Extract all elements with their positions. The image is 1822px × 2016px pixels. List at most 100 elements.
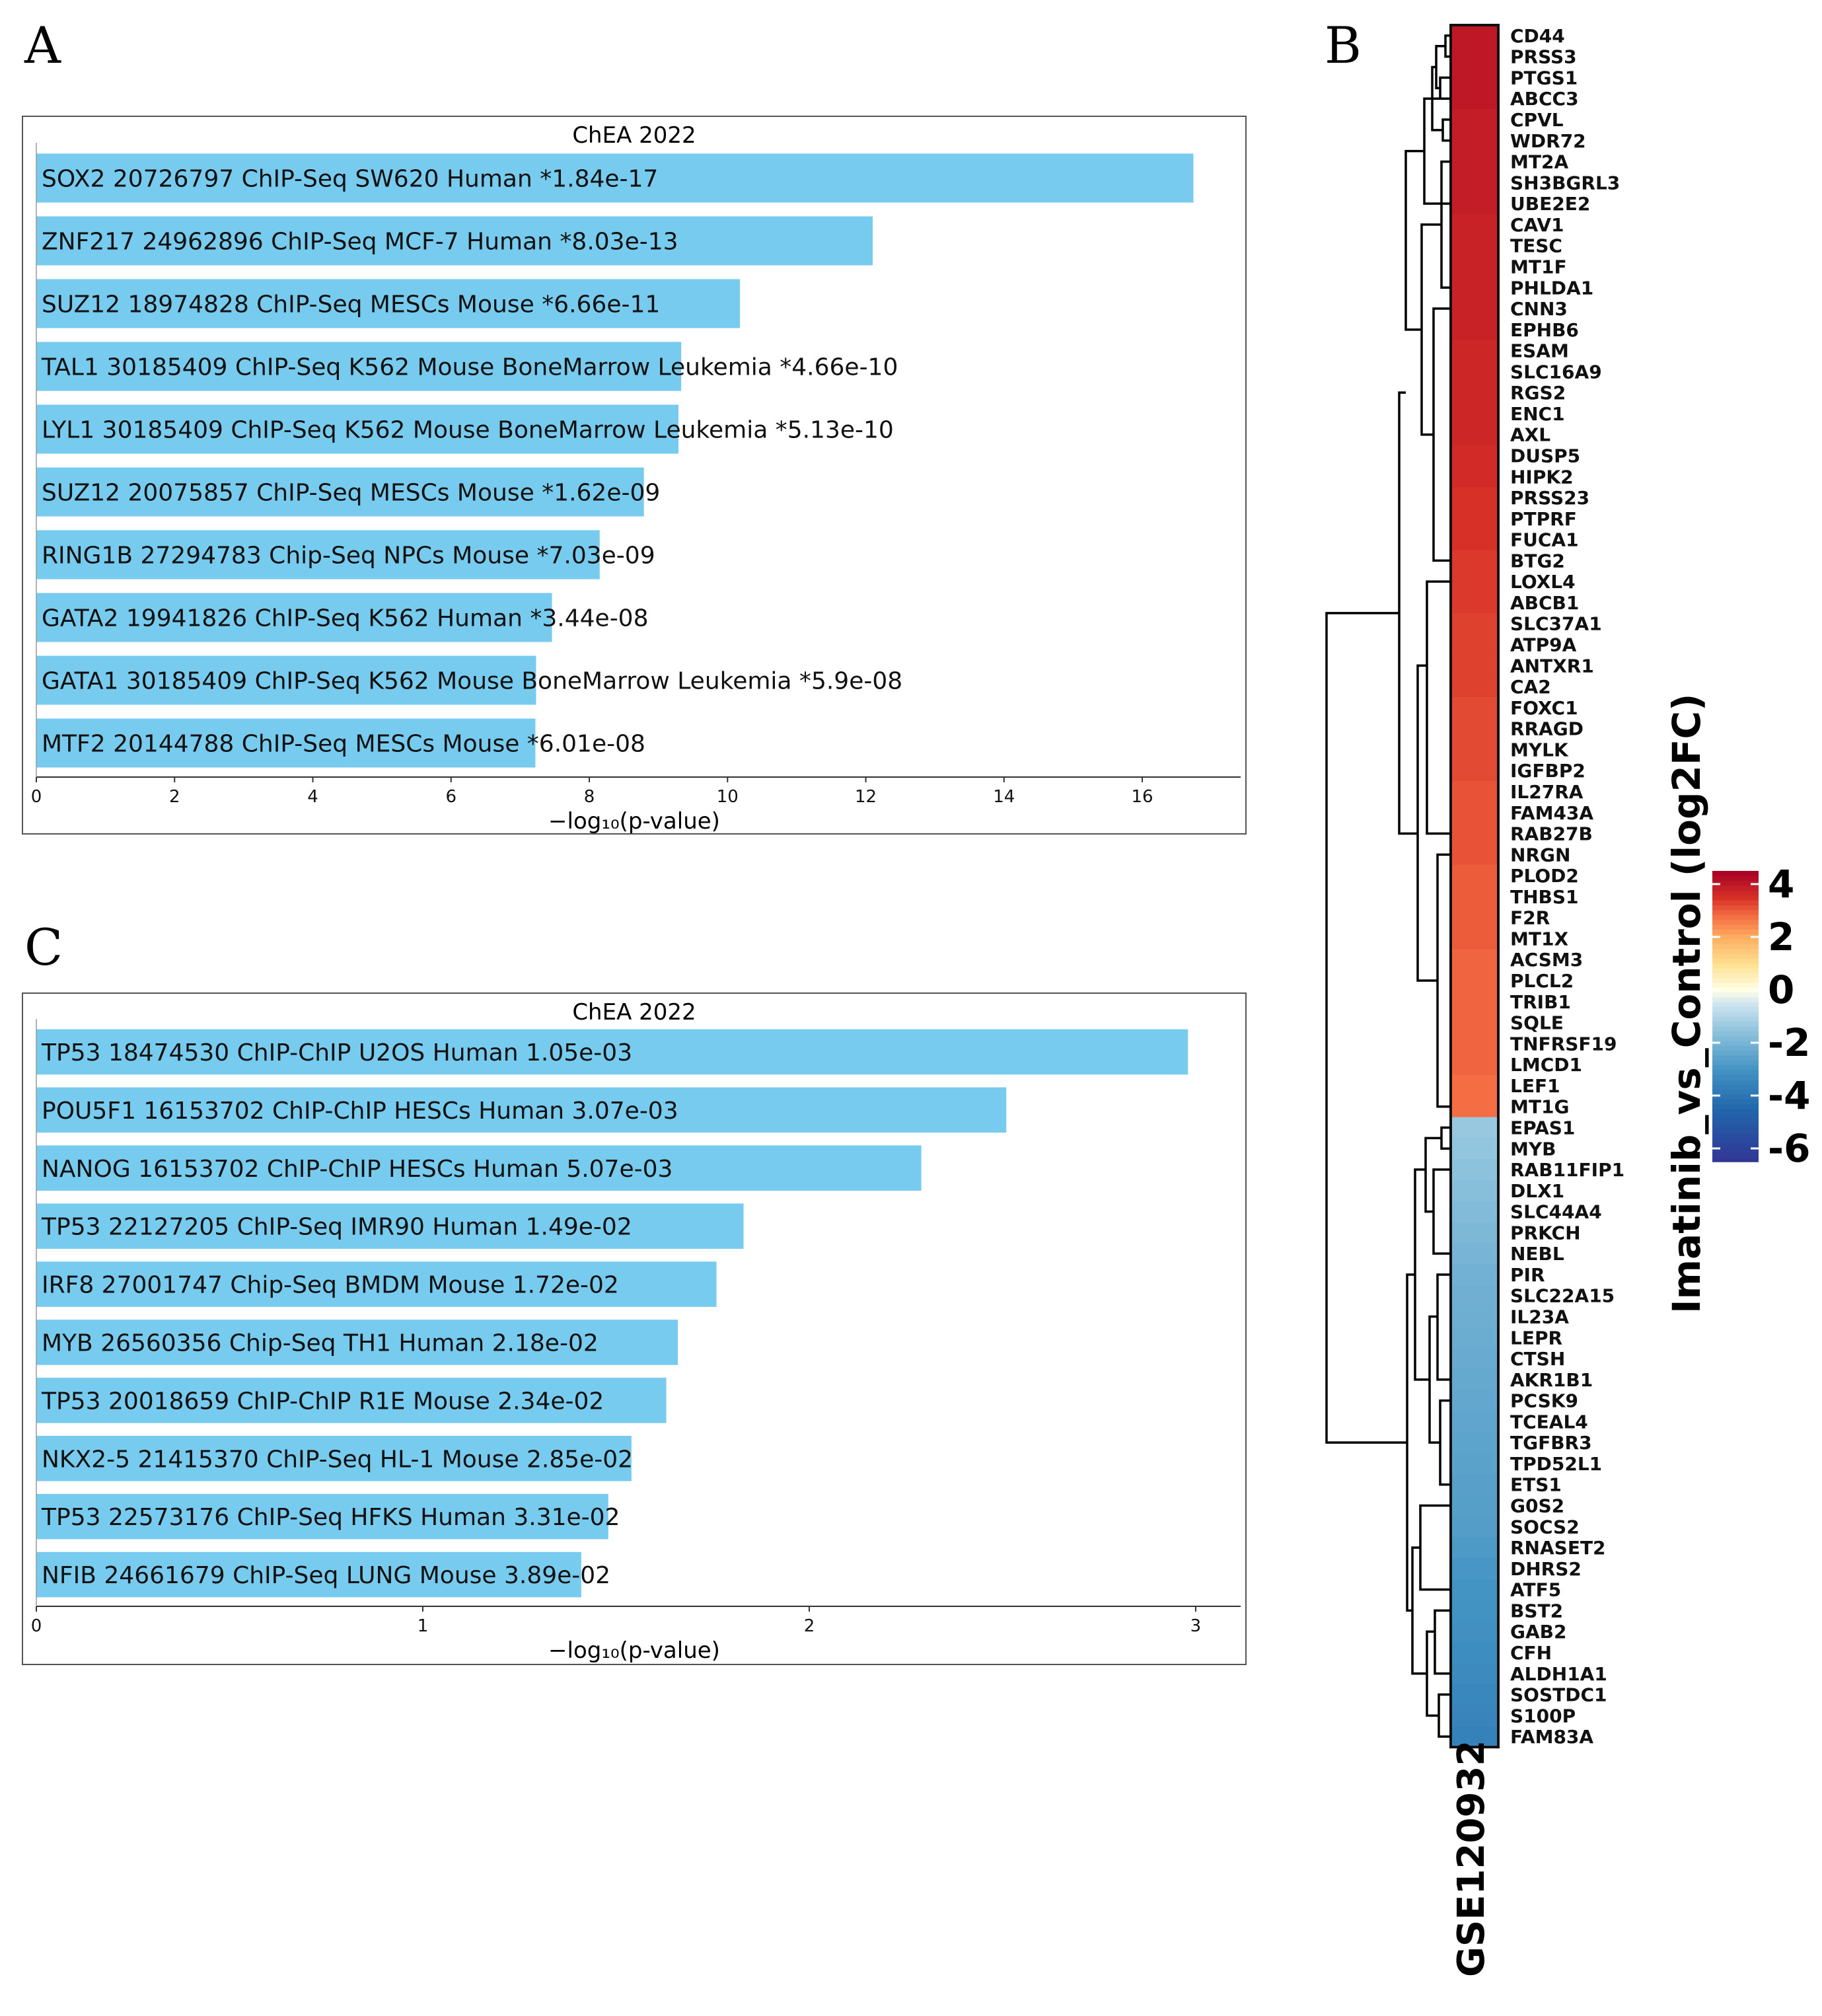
colorbar-segment	[1712, 963, 1759, 969]
bar-label: RING1B 27294783 Chip-Seq NPCs Mouse *7.0…	[42, 542, 655, 570]
bar-label: TP53 22127205 ChIP-Seq IMR90 Human 1.49e…	[41, 1214, 632, 1241]
gene-label: CNN3	[1510, 298, 1568, 320]
colorbar-segment	[1712, 1021, 1759, 1027]
colorbar-segment	[1712, 909, 1759, 915]
gene-label: PTPRF	[1510, 508, 1577, 530]
bar	[36, 1029, 1188, 1075]
x-tick-label: 10	[717, 787, 739, 807]
heatmap-cell	[1451, 151, 1498, 173]
bar-label: ZNF217 24962896 ChIP-Seq MCF-7 Human *8.…	[42, 229, 678, 256]
bar	[36, 1493, 608, 1540]
bar	[36, 593, 552, 642]
bar-label: NANOG 16153702 ChIP-ChIP HESCs Human 5.0…	[42, 1156, 673, 1183]
gene-label: TPD52L1	[1510, 1453, 1602, 1475]
gene-label: SOSTDC1	[1510, 1684, 1607, 1706]
gene-label: MYB	[1510, 1138, 1556, 1160]
gene-label: F2R	[1510, 907, 1550, 929]
colorbar-segment	[1712, 919, 1759, 925]
colorbar-segment	[1712, 1127, 1759, 1133]
panel-label-a: A	[24, 16, 61, 75]
heatmap-cell	[1451, 696, 1498, 719]
gene-label: MYLK	[1510, 739, 1569, 761]
colorbar-segment	[1712, 1016, 1759, 1022]
x-tick-label: 2	[169, 787, 180, 807]
colorbar-segment	[1712, 924, 1759, 930]
heatmap-cell	[1451, 1159, 1498, 1181]
heatmap-cell	[1451, 25, 1498, 47]
gene-label: DHRS2	[1510, 1558, 1582, 1580]
gene-label: ETS1	[1510, 1474, 1562, 1496]
gene-label: RAB27B	[1510, 823, 1593, 845]
colorbar-segment	[1712, 1084, 1759, 1090]
gene-label: PRSS23	[1510, 487, 1589, 509]
colorbar-segment	[1712, 1026, 1759, 1031]
gene-label: PHLDA1	[1510, 277, 1593, 299]
gene-label: ABCB1	[1510, 592, 1579, 614]
colorbar-segment	[1712, 905, 1759, 911]
heatmap-cell	[1451, 277, 1498, 299]
heatmap-cell	[1451, 676, 1498, 698]
bar	[36, 1087, 1007, 1133]
gene-label: ATF5	[1510, 1579, 1561, 1601]
gene-label: GAB2	[1510, 1621, 1566, 1643]
heatmap-cell	[1451, 1368, 1498, 1391]
gene-label: TESC	[1510, 235, 1562, 257]
heatmap-cell	[1451, 1201, 1498, 1223]
bar-label: LYL1 30185409 ChIP-Seq K562 Mouse BoneMa…	[42, 417, 894, 444]
gene-label: PLCL2	[1510, 970, 1574, 992]
gene-label: CTSH	[1510, 1348, 1565, 1370]
colorbar-segment	[1712, 876, 1759, 881]
colorbar-segment	[1712, 1133, 1759, 1139]
bar-label: GATA2 19941826 ChIP-Seq K562 Human *3.44…	[42, 605, 649, 632]
colorbar-segment	[1712, 880, 1759, 886]
gene-label: LEPR	[1510, 1327, 1562, 1349]
bar-label: NFIB 24661679 ChIP-Seq LUNG Mouse 3.89e-…	[42, 1562, 610, 1589]
colorbar-segment	[1712, 934, 1759, 940]
colorbar-tick-label: 2	[1768, 915, 1794, 959]
gene-label: SLC37A1	[1510, 613, 1602, 635]
gene-label: MT1G	[1510, 1096, 1569, 1118]
heatmap-cell	[1451, 949, 1498, 971]
bar-label: TP53 20018659 ChIP-ChIP R1E Mouse 2.34e-…	[41, 1388, 604, 1415]
heatmap-cell	[1451, 1495, 1498, 1517]
colorbar-segment	[1712, 1079, 1759, 1085]
x-tick-label: 0	[31, 787, 42, 807]
colorbar-title: Imatinib_vs_Control (log2FC)	[1664, 693, 1709, 1314]
colorbar-segment	[1712, 895, 1759, 901]
gene-label: PRKCH	[1510, 1222, 1581, 1244]
heatmap-cell	[1451, 67, 1498, 89]
heatmap-cell	[1451, 1054, 1498, 1076]
x-tick-label: 8	[584, 787, 595, 807]
x-tick-label: 0	[31, 1616, 42, 1636]
gene-label: RRAGD	[1510, 718, 1584, 740]
bar	[36, 404, 678, 454]
heatmap-cell	[1451, 193, 1498, 215]
gene-label: RAB11FIP1	[1510, 1159, 1624, 1181]
bar-label: TAL1 30185409 ChIP-Seq K562 Mouse BoneMa…	[41, 354, 898, 381]
heatmap-cell	[1451, 1306, 1498, 1327]
gene-label: SLC22A15	[1510, 1285, 1615, 1307]
colorbar-segment	[1712, 1108, 1759, 1114]
bar	[36, 1145, 922, 1191]
bar-label: NKX2-5 21415370 ChIP-Seq HL-1 Mouse 2.85…	[42, 1446, 633, 1473]
gene-label: IGFBP2	[1510, 760, 1585, 782]
heatmap-cell	[1451, 1033, 1498, 1055]
heatmap-cell	[1451, 1138, 1498, 1160]
chart-title: ChEA 2022	[572, 122, 696, 149]
heatmap-cell	[1451, 1012, 1498, 1034]
colorbar-segment	[1712, 1060, 1759, 1066]
heatmap-cell	[1451, 613, 1498, 635]
heatmap-cell	[1451, 1726, 1498, 1748]
x-tick-label: 4	[307, 787, 318, 807]
colorbar-segment	[1712, 1103, 1759, 1109]
gene-label: ANTXR1	[1510, 655, 1594, 677]
colorbar-segment	[1712, 1118, 1759, 1124]
colorbar-tick-label: -2	[1768, 1020, 1810, 1065]
heatmap-cell	[1451, 1642, 1498, 1664]
chart-c: ChEA 2022 TP53 18474530 ChIP-ChIP U2OS Hu…	[22, 992, 1247, 1665]
heatmap-cell	[1451, 1390, 1498, 1412]
bar-label: IRF8 27001747 Chip-Seq BMDM Mouse 1.72e-…	[42, 1272, 619, 1299]
heatmap-cell	[1451, 781, 1498, 803]
colorbar-segment	[1712, 1089, 1759, 1095]
